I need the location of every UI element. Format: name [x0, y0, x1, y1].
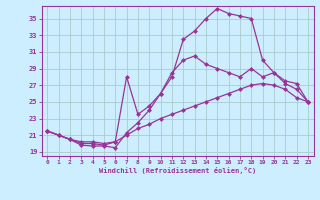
X-axis label: Windchill (Refroidissement éolien,°C): Windchill (Refroidissement éolien,°C): [99, 167, 256, 174]
